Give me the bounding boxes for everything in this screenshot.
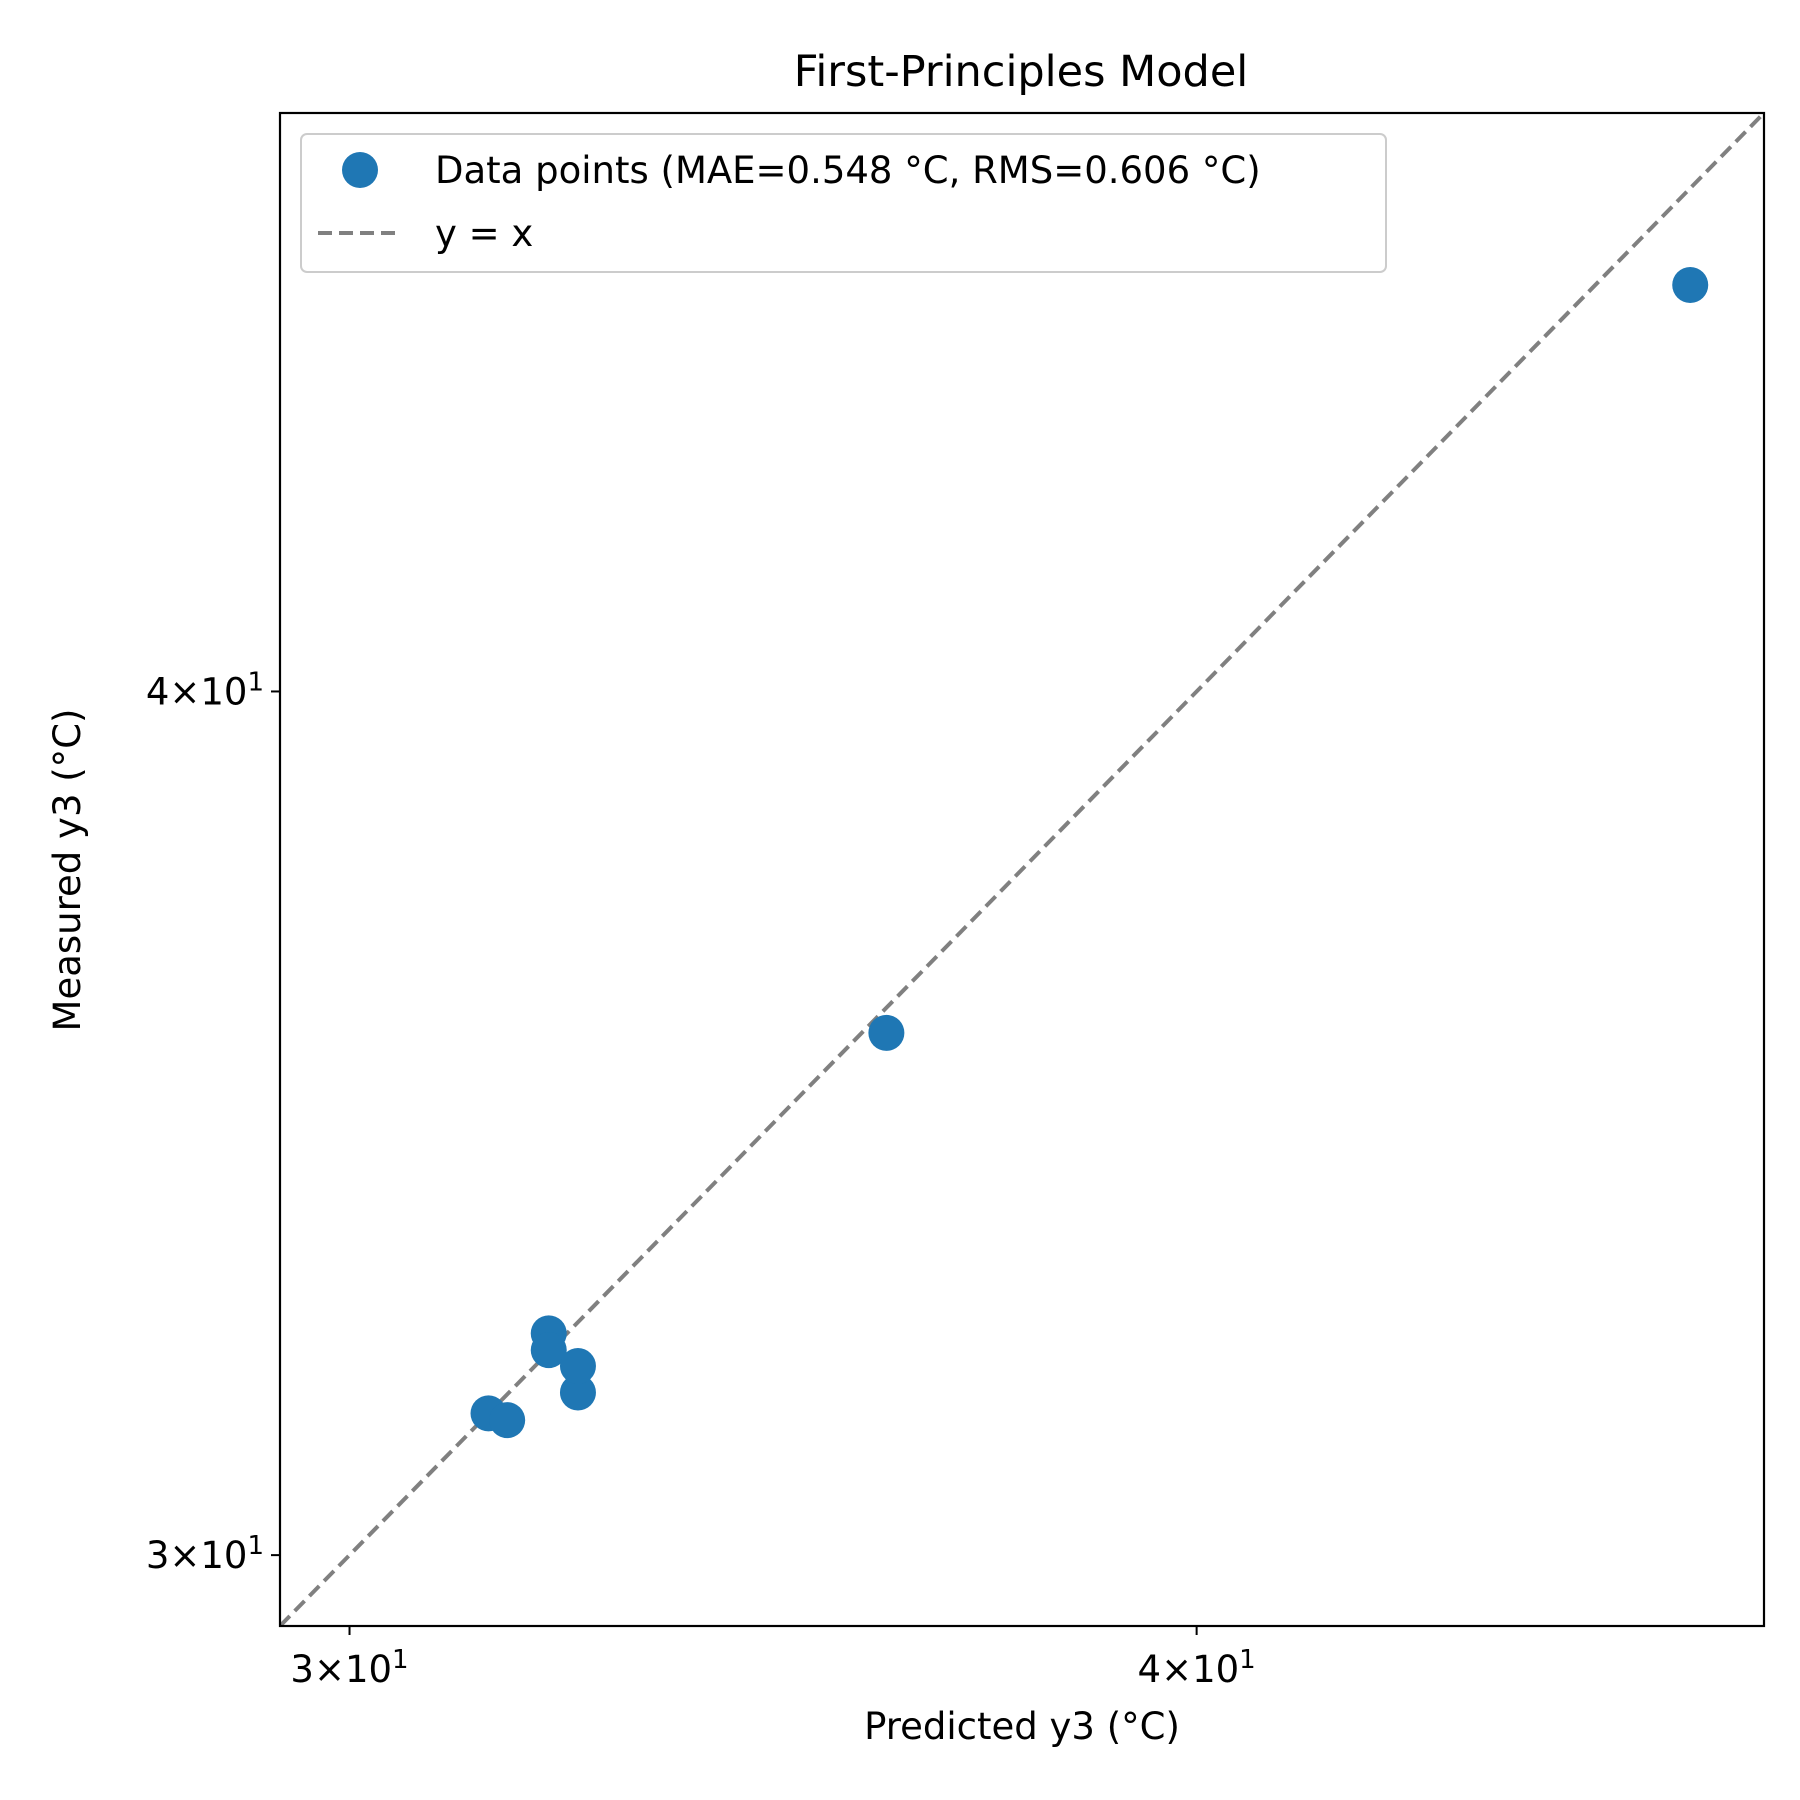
x-tick-label: 4×101	[1138, 1645, 1256, 1691]
x-axis: 3×101 4×101	[290, 1626, 1256, 1691]
legend-box	[300, 133, 1387, 273]
y-tick-label: 3×101	[146, 1531, 264, 1577]
legend-label-identity-line: y = x	[435, 212, 533, 255]
legend-marker-data-points	[342, 152, 378, 188]
plot-frame	[278, 111, 1766, 1628]
x-tick-label: 3×101	[290, 1645, 408, 1691]
legend-label-data-points: Data points (MAE=0.548 °C, RMS=0.606 °C)	[435, 149, 1261, 192]
x-axis-label: Predicted y3 (°C)	[864, 1705, 1180, 1748]
data-point	[530, 1332, 567, 1369]
data-point	[559, 1348, 596, 1385]
data-point	[559, 1374, 596, 1411]
plot-area	[280, 113, 1764, 1626]
identity-line	[280, 113, 1764, 1626]
data-point	[1672, 266, 1709, 303]
chart-title: First-Principles Model	[794, 47, 1249, 97]
legend: Data points (MAE=0.548 °C, RMS=0.606 °C)…	[300, 133, 1387, 273]
y-tick-label: 4×101	[146, 667, 264, 713]
y-axis-label: Measured y3 (°C)	[46, 709, 89, 1032]
data-point	[489, 1402, 526, 1439]
y-axis: 3×101 4×101	[146, 667, 280, 1577]
data-point	[868, 1014, 905, 1051]
